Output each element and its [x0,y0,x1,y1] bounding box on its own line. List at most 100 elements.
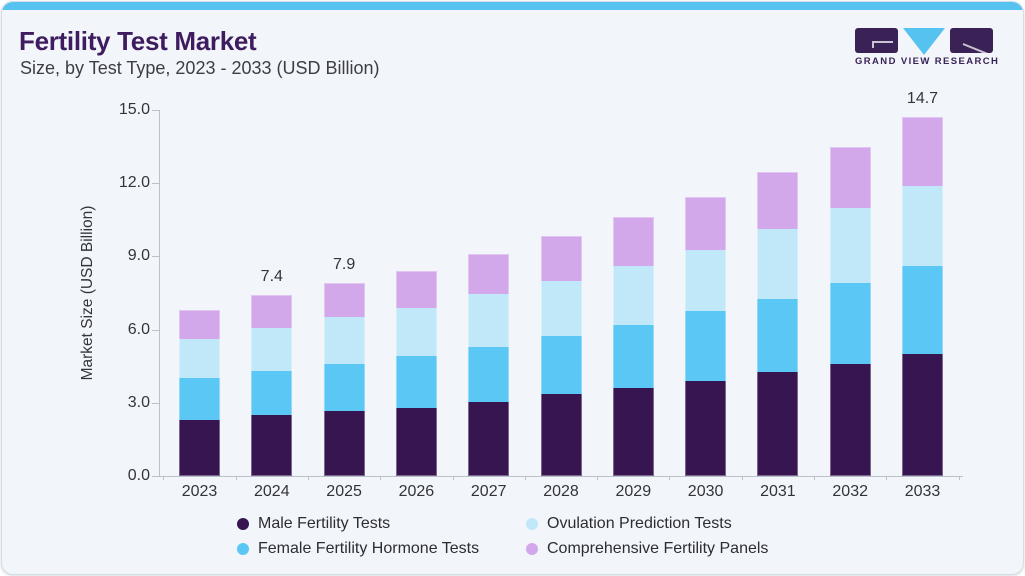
x-tick-label: 2033 [904,483,941,500]
bar-segment [179,339,220,379]
bar-segment [612,217,654,267]
bar-segment [251,295,293,329]
bar-segment [902,117,943,186]
bar-segment [540,394,582,476]
x-tick-mark [524,476,526,480]
bar-segment [251,414,293,476]
bar-segment [468,401,510,476]
bar-2030 [685,196,727,476]
logo-r-leg [962,43,993,53]
bar-segment [757,172,799,230]
x-tick-mark [380,476,382,480]
bar-segment [395,271,437,308]
bar-segment [323,363,365,412]
bar-segment [395,356,437,408]
x-tick-mark [597,476,599,480]
bar-segment [757,372,799,476]
x-tick-label: 2025 [326,483,362,500]
y-axis-title: Market Size (USD Billion) [79,205,96,381]
y-tick-label: 0.0 [127,467,150,484]
logo-g-bar [872,41,893,43]
legend-label: Male Fertility Tests [258,514,391,532]
bar-segment [685,311,727,381]
bar-segment [395,407,437,476]
y-tick-label: 9.0 [127,247,150,265]
bar-segment [468,294,510,347]
bar-2026 [395,271,437,476]
bar-segment [612,324,654,389]
x-tick-mark [307,476,309,480]
bar-segment [179,378,220,420]
bar-2031 [757,172,799,476]
bar-segment [902,185,943,267]
x-tick-label: 2026 [398,483,435,500]
bar-segment [685,250,727,312]
bar-2033 [902,117,943,476]
y-tick-mark [152,110,159,111]
logo-v-triangle [903,28,945,55]
bar-2028 [540,235,582,476]
x-tick-label: 2027 [470,483,507,500]
x-tick-mark [958,476,960,480]
bar-segment [323,317,365,364]
bar-segment [323,411,365,476]
bar-2025 [323,283,365,476]
legend-dot [526,517,538,530]
x-axis-line [159,476,963,477]
legend-dot [526,542,538,555]
y-tick-mark [152,183,159,185]
x-tick-label: 2023 [181,483,218,500]
bar-2029 [612,217,654,476]
x-tick-mark [163,476,165,480]
bar-2032 [829,146,871,476]
chart-title: Fertility Test Market [19,26,257,56]
bar-segment [179,310,220,340]
bar-2024 [251,295,293,476]
bar-segment [612,266,654,325]
y-tick-label: 3.0 [127,393,150,411]
legend-label: Female Fertility Hormone Tests [258,539,480,557]
y-tick-label: 6.0 [127,320,150,338]
bar-segment [540,335,582,395]
x-tick-mark [452,476,454,480]
y-axis-line [159,110,160,476]
bar-segment [757,229,799,299]
x-tick-mark [669,476,671,480]
bar-segment [179,419,220,476]
x-tick-label: 2028 [543,483,579,500]
legend-item: Male Fertility Tests [237,511,526,536]
logo-g-stem [872,41,875,48]
top-accent-bar [2,2,1023,10]
x-tick-label: 2030 [687,483,724,500]
x-tick-label: 2031 [760,483,796,500]
y-tick-label: 15.0 [118,101,150,118]
bar-value-label: 7.9 [332,256,356,274]
bar-segment [829,146,871,208]
x-tick-mark [814,476,815,480]
logo-r-block [950,28,993,53]
bar-segment [323,283,365,318]
x-tick-mark [741,476,743,480]
legend-label: Ovulation Prediction Tests [547,514,732,532]
logo-text: GRAND VIEW RESEARCH [855,56,1000,67]
gvr-logo [855,28,997,55]
legend-item: Ovulation Prediction Tests [526,511,768,536]
bar-segment [468,254,510,295]
x-tick-label: 2032 [832,483,868,500]
bar-value-label: 7.4 [260,268,283,286]
legend-dot [237,542,249,555]
x-tick-mark [235,476,237,480]
y-tick-mark [152,256,159,258]
bar-2023 [179,310,220,476]
y-tick-mark [152,329,159,331]
bar-segment [540,235,582,281]
bar-segment [685,380,727,476]
legend-label: Comprehensive Fertility Panels [547,539,769,557]
y-tick-label: 12.0 [118,174,150,192]
legend-item: Comprehensive Fertility Panels [526,536,768,561]
bar-segment [829,363,871,476]
bar-segment [612,388,654,476]
y-tick-mark [152,402,159,404]
